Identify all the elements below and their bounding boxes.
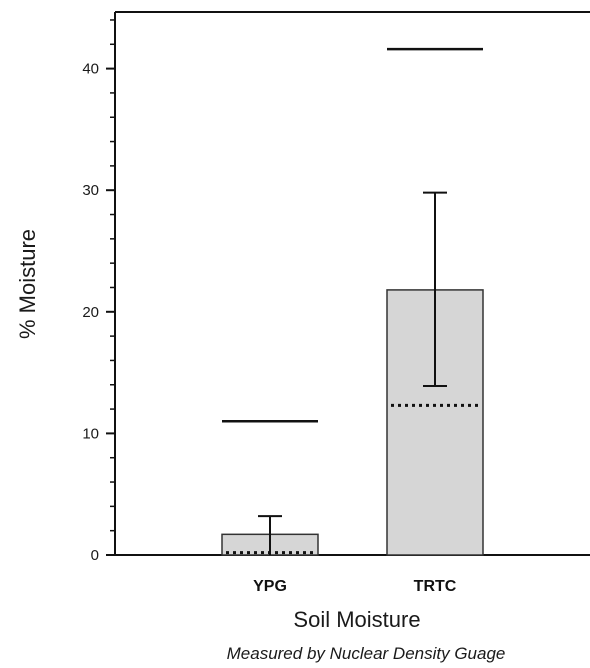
x-axis-title: Soil Moisture [293,607,420,632]
y-axis-title: % Moisture [15,229,40,339]
category-labels: YPG TRTC [253,578,457,595]
y-tick-label: 30 [82,182,99,199]
axes [114,11,590,556]
y-tick-label: 10 [82,425,99,442]
y-tick-label: 20 [82,304,99,321]
x-category-label: TRTC [414,578,457,595]
y-tick-label: 40 [82,61,99,78]
chart-subtitle: Measured by Nuclear Density Guage [227,644,506,663]
y-ticks: 0 10 20 30 40 [82,19,115,564]
chart-marks [221,47,484,556]
y-tick-label: 0 [91,547,99,564]
x-category-label: YPG [253,578,287,595]
